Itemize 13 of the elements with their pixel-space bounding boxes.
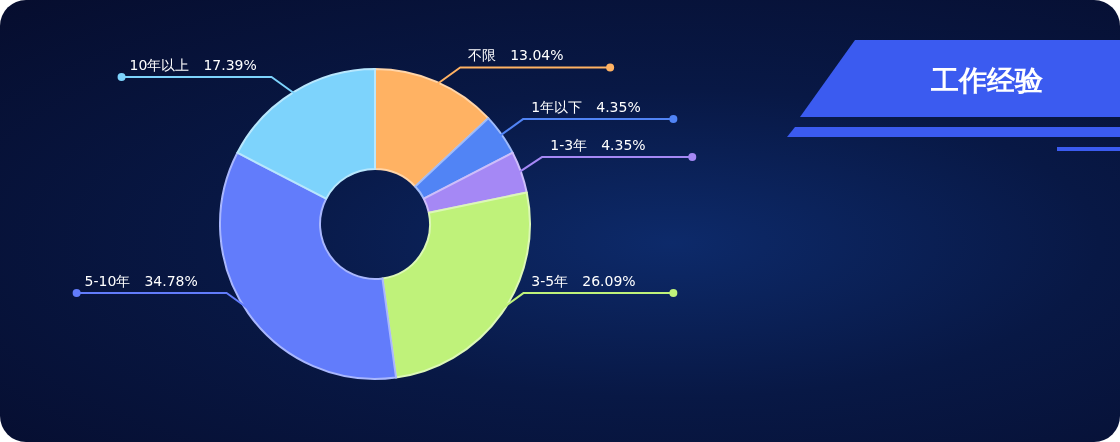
data-label: 34.78% (144, 273, 198, 290)
slice-label: 10年以上 (129, 56, 190, 73)
slice-label: 1-3年 (550, 136, 588, 153)
slice-label: 3-5年 (531, 273, 569, 290)
text: 工作经验 (930, 64, 1044, 97)
data-label: 4.35% (596, 98, 641, 115)
data-label: 17.39% (203, 56, 257, 73)
slice-label: 5-10年 (84, 273, 131, 290)
data-label: 13.04% (510, 47, 564, 64)
data-label: 4.35% (601, 136, 646, 153)
data-label: 26.09% (582, 273, 636, 290)
slice-label: 不限 (468, 47, 497, 64)
slice-label: 1年以下 (531, 98, 583, 115)
